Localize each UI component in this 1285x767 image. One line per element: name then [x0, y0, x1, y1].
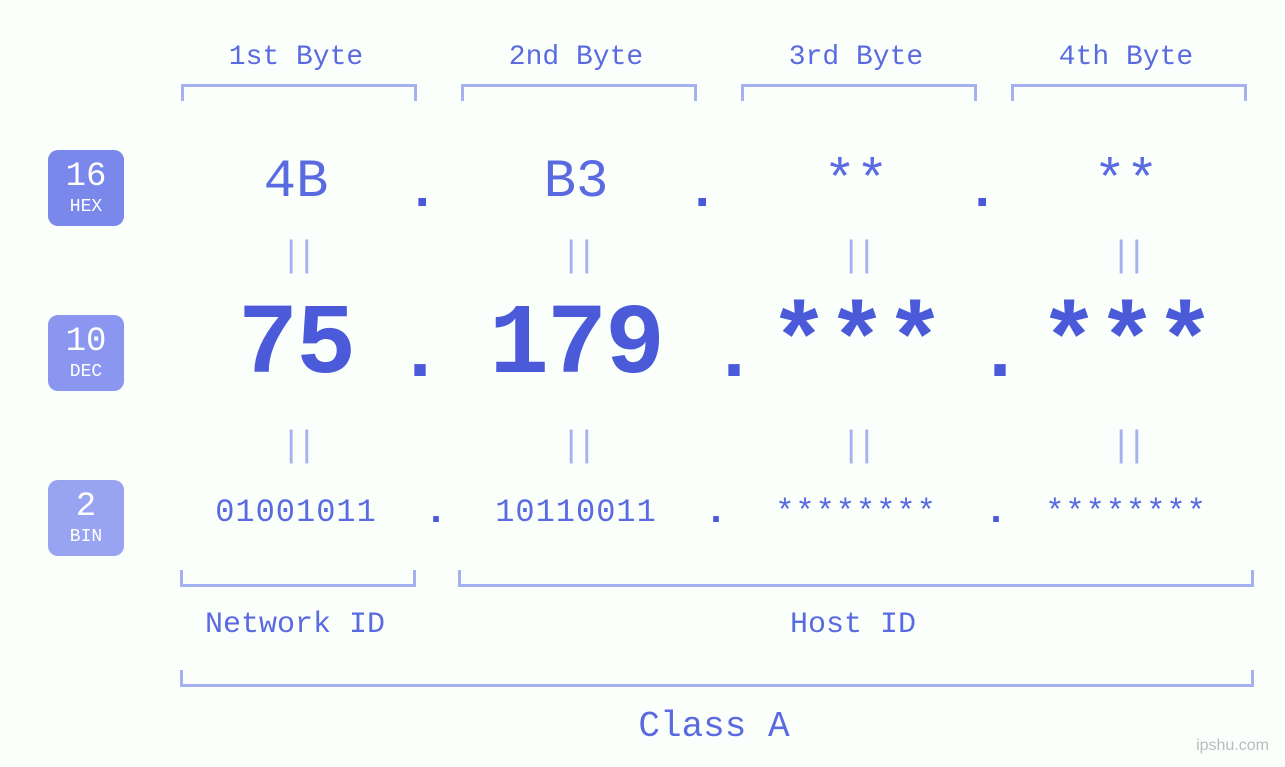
eq-dec-bin-3: || [826, 426, 886, 467]
eq-hex-dec-1: || [266, 236, 326, 277]
dec-byte-4: *** [1016, 290, 1236, 403]
bracket-network-id [180, 570, 416, 587]
hex-dot-2: . [686, 162, 718, 223]
eq-hex-dec-3: || [826, 236, 886, 277]
bin-byte-1: 01001011 [176, 494, 416, 531]
hex-dot-1: . [406, 162, 438, 223]
hex-byte-4: ** [1076, 152, 1176, 213]
bracket-top-4 [1011, 84, 1247, 101]
hex-byte-1: 4B [246, 152, 346, 213]
bracket-top-1 [181, 84, 417, 101]
label-class: Class A [614, 706, 814, 747]
hex-byte-2: B3 [526, 152, 626, 213]
hex-byte-3: ** [806, 152, 906, 213]
badge-dec: 10 DEC [48, 315, 124, 391]
byte-header-2: 2nd Byte [476, 42, 676, 73]
badge-dec-label: DEC [70, 363, 102, 381]
eq-dec-bin-4: || [1096, 426, 1156, 467]
dec-dot-1: . [396, 310, 444, 401]
dec-byte-3: *** [746, 290, 966, 403]
bracket-top-2 [461, 84, 697, 101]
badge-hex-label: HEX [70, 198, 102, 216]
badge-dec-number: 10 [66, 325, 107, 359]
bracket-top-3 [741, 84, 977, 101]
badge-hex: 16 HEX [48, 150, 124, 226]
bin-byte-3: ******** [736, 494, 976, 531]
bin-dot-1: . [424, 490, 448, 535]
byte-header-1: 1st Byte [196, 42, 396, 73]
watermark: ipshu.com [1196, 737, 1269, 755]
eq-hex-dec-4: || [1096, 236, 1156, 277]
badge-bin-label: BIN [70, 528, 102, 546]
hex-dot-3: . [966, 162, 998, 223]
label-network-id: Network ID [195, 608, 395, 642]
byte-header-3: 3rd Byte [756, 42, 956, 73]
bin-byte-4: ******** [1006, 494, 1246, 531]
dec-byte-1: 75 [206, 290, 386, 403]
eq-dec-bin-1: || [266, 426, 326, 467]
badge-bin-number: 2 [76, 490, 96, 524]
eq-dec-bin-2: || [546, 426, 606, 467]
bin-dot-2: . [704, 490, 728, 535]
bin-dot-3: . [984, 490, 1008, 535]
bin-byte-2: 10110011 [456, 494, 696, 531]
label-host-id: Host ID [753, 608, 953, 642]
badge-hex-number: 16 [66, 160, 107, 194]
dec-byte-2: 179 [446, 290, 706, 403]
byte-header-4: 4th Byte [1026, 42, 1226, 73]
badge-bin: 2 BIN [48, 480, 124, 556]
bracket-host-id [458, 570, 1254, 587]
bracket-class [180, 670, 1254, 687]
eq-hex-dec-2: || [546, 236, 606, 277]
